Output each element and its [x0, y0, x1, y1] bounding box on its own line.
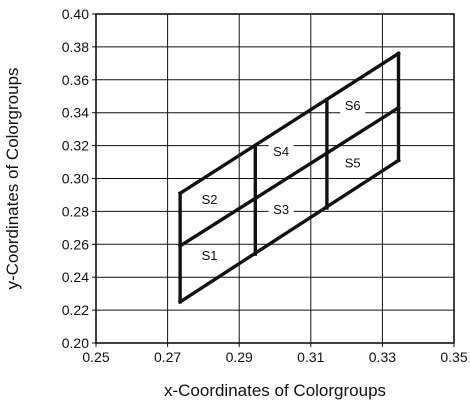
region-label-bg [340, 154, 366, 172]
y-tick-label: 0.34 [62, 105, 89, 121]
region-label-s3: S3 [273, 202, 289, 217]
y-tick-label: 0.28 [62, 203, 89, 219]
y-tick-label: 0.32 [62, 138, 89, 154]
axis-ticks: 0.25 0.27 0.29 0.31 0.33 0.35 0.20 0.22 0.24 0.26… [62, 6, 468, 365]
grid-lines [96, 14, 454, 343]
x-tick-label: 0.27 [154, 349, 181, 365]
y-tick-label: 0.40 [62, 6, 89, 22]
region-label-s1: S1 [202, 248, 218, 263]
y-tick-label: 0.36 [62, 72, 89, 88]
region-label-s2: S2 [202, 192, 218, 207]
region-label-s4: S4 [273, 144, 289, 159]
x-tick-label: 0.31 [297, 349, 324, 365]
region-boundaries [177, 51, 401, 305]
x-tick-label: 0.33 [369, 349, 396, 365]
x-tick-label: 0.25 [82, 349, 109, 365]
region-label-bg [268, 200, 294, 218]
x-axis-label: x-Coordinates of Colorgroups [164, 381, 386, 400]
x-tick-label: 0.29 [226, 349, 253, 365]
region-label-bg [268, 142, 294, 160]
y-tick-label: 0.38 [62, 39, 89, 55]
region-labels: S1 S2 S3 S4 S5 S6 [197, 96, 366, 264]
y-tick-label: 0.20 [62, 335, 89, 351]
region-label-bg [197, 190, 223, 208]
boundary-line [177, 51, 401, 196]
y-tick-label: 0.30 [62, 171, 89, 187]
boundary-line [177, 158, 401, 305]
boundary-line [177, 105, 401, 249]
region-label-s5: S5 [345, 156, 361, 171]
y-tick-label: 0.22 [62, 302, 89, 318]
y-tick-label: 0.24 [62, 269, 89, 285]
y-tick-label: 0.26 [62, 236, 89, 252]
y-axis-label: y-Coordinates of Colorgroups [3, 67, 22, 289]
region-label-bg [197, 246, 223, 264]
region-label-bg [340, 96, 366, 114]
x-tick-label: 0.35 [440, 349, 467, 365]
region-label-s6: S6 [345, 98, 361, 113]
